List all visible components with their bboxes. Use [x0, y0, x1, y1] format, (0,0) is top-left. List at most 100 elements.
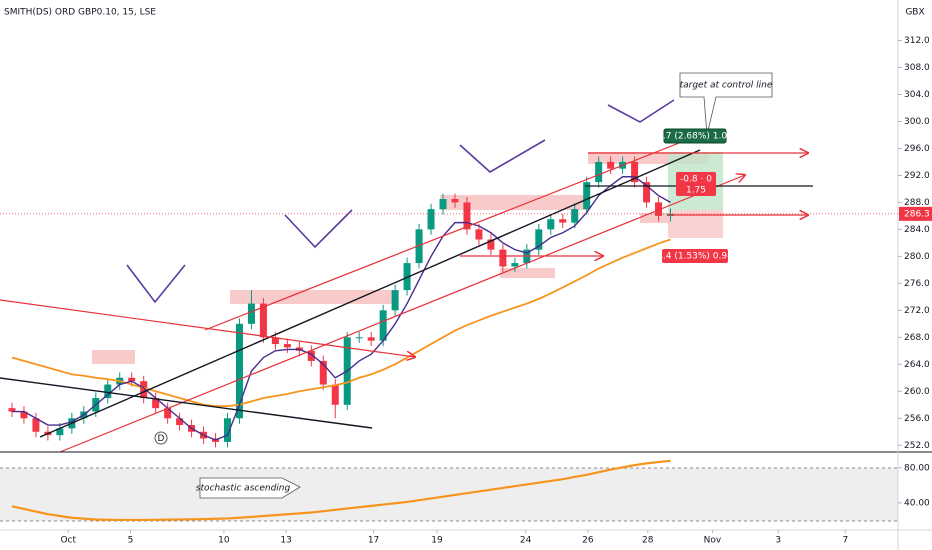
- check-mark: [459, 139, 546, 173]
- x-tick-label: 17: [368, 536, 379, 546]
- y-tick-label: 276.0: [904, 279, 930, 289]
- ratio-text: 1.75: [686, 186, 706, 196]
- y-tick-label: 268.0: [904, 333, 930, 343]
- candle-body: [547, 219, 555, 230]
- candle-body: [439, 199, 447, 210]
- target-text: 7.7 (2.68%) 1.03: [657, 132, 733, 142]
- candle-body: [319, 360, 327, 385]
- candle-body: [32, 418, 40, 432]
- candle-body: [283, 344, 291, 348]
- callout-text: stochastic ascending: [196, 484, 291, 494]
- candle-body: [487, 239, 495, 250]
- last-price-box: [899, 206, 932, 221]
- stochastic-band: [0, 468, 898, 521]
- zone: [640, 213, 670, 223]
- candle-body: [403, 263, 411, 291]
- candle-body: [164, 408, 172, 419]
- candle-body: [223, 418, 231, 442]
- candle-body: [271, 337, 279, 345]
- candle-body: [607, 161, 615, 169]
- event-marker: [154, 431, 168, 445]
- candle-body: [571, 209, 579, 223]
- candle-body: [475, 229, 483, 240]
- y-tick-label: 304.0: [904, 90, 930, 100]
- x-tick-label: 7: [842, 536, 848, 546]
- zone: [230, 290, 392, 304]
- candle-body: [176, 418, 184, 426]
- pl-label: [676, 172, 716, 196]
- candle-body: [56, 428, 64, 436]
- check-mark: [284, 209, 353, 249]
- x-tick-label: 5: [128, 536, 134, 546]
- plot: [8, 156, 675, 522]
- x-tick-label: 19: [431, 536, 443, 546]
- candle-body: [415, 229, 423, 264]
- y2-tick-label: 80.00: [904, 463, 930, 473]
- candle-body: [535, 229, 543, 250]
- chart-title: SMITH(DS) ORD GBP0.10, 15, LSE: [4, 8, 156, 18]
- candle-body: [583, 182, 591, 210]
- candle-body: [631, 161, 639, 183]
- y-tick-label: 264.0: [904, 360, 930, 370]
- candle-body: [391, 290, 399, 311]
- candle-body: [451, 199, 459, 203]
- candle-body: [367, 337, 375, 341]
- candle-body: [427, 209, 435, 230]
- candle-body: [511, 263, 519, 267]
- check-mark: [607, 99, 675, 123]
- stop-label: [662, 249, 728, 263]
- callout: [679, 72, 773, 136]
- y-tick-label: 260.0: [904, 387, 930, 397]
- candle-body: [235, 323, 243, 419]
- candle-body: [355, 337, 363, 339]
- y-tick-label: 288.0: [904, 198, 930, 208]
- candle-body: [643, 182, 651, 203]
- control-line: [39, 149, 701, 438]
- x-tick-label: 13: [280, 536, 291, 546]
- y-tick-label: 252.0: [904, 441, 930, 451]
- x-tick-label: 10: [218, 536, 230, 546]
- candle-body: [331, 384, 339, 405]
- x-tick-label: 3: [775, 536, 781, 546]
- y-tick-label: 300.0: [904, 117, 930, 127]
- candle-body: [247, 303, 255, 324]
- target-label: [663, 128, 727, 144]
- event-marker-text: D: [158, 434, 165, 444]
- x-tick-label: 28: [642, 536, 654, 546]
- candle-body: [20, 411, 28, 419]
- x-tick-label: 24: [520, 536, 532, 546]
- drawings-over: target at control line stochastic ascend…: [0, 72, 813, 499]
- y-tick-label: 272.0: [904, 306, 930, 316]
- zone: [92, 350, 135, 364]
- moving-average: [11, 238, 671, 408]
- candle-body: [128, 377, 136, 382]
- y-tick-label: 312.0: [904, 36, 930, 46]
- candle-body: [259, 303, 267, 338]
- candle-body: [655, 202, 663, 216]
- channel-bottom: [59, 175, 745, 453]
- callout-text: target at control line: [680, 81, 773, 91]
- pl-text: -0.8 · 0: [680, 175, 712, 185]
- callout: [199, 477, 301, 499]
- candle-body: [104, 384, 112, 399]
- candle-body: [140, 381, 148, 399]
- y-tick-label: 284.0: [904, 225, 930, 235]
- descending-support: [0, 377, 373, 429]
- last-price-label: 286.3: [904, 209, 930, 219]
- x-tick-label: Nov: [704, 536, 722, 546]
- x-tick-label: Oct: [60, 536, 76, 546]
- channel-top: [204, 129, 713, 331]
- candle-body: [559, 219, 567, 223]
- candle-body: [152, 398, 160, 409]
- candle-body: [379, 310, 387, 341]
- axes: 252.0 256.0 260.0 264.0 268.0 272.0 276.0 280.0…: [0, 36, 932, 546]
- zone: [500, 268, 555, 278]
- y-tick-label: 308.0: [904, 63, 930, 73]
- candle-body: [8, 408, 16, 412]
- stop-text: 4.4 (1.53%) 0.98: [657, 252, 733, 262]
- y-tick-label: 256.0: [904, 414, 930, 424]
- zone: [440, 195, 590, 210]
